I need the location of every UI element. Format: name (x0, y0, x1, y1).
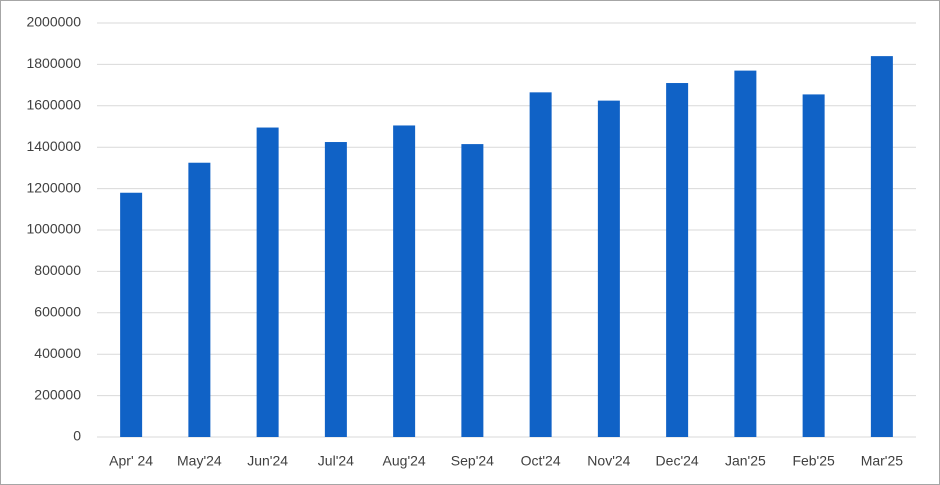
x-tick-label: Mar'25 (861, 453, 904, 469)
x-tick-label: Oct'24 (521, 453, 561, 469)
x-tick-label: Jan'25 (725, 453, 766, 469)
bar (461, 144, 484, 437)
bar (666, 83, 689, 437)
x-tick-label: May'24 (177, 453, 222, 469)
bar (324, 142, 347, 437)
x-tick-label: Aug'24 (383, 453, 426, 469)
bar (120, 192, 143, 437)
x-tick-label: Jul'24 (318, 453, 354, 469)
y-tick-label: 0 (73, 428, 81, 444)
y-tick-label: 600000 (34, 304, 81, 320)
y-tick-label: 1000000 (26, 221, 81, 237)
x-tick-label: Sep'24 (451, 453, 494, 469)
y-tick-label: 2000000 (26, 14, 81, 30)
y-tick-label: 1400000 (26, 138, 81, 154)
bar (597, 100, 620, 437)
bar (188, 162, 211, 437)
x-tick-label: Dec'24 (656, 453, 699, 469)
x-tick-label: Apr' 24 (109, 453, 153, 469)
x-tick-label: Feb'25 (792, 453, 835, 469)
bar (529, 92, 552, 437)
y-tick-label: 400000 (34, 345, 81, 361)
bar (734, 70, 757, 438)
bar (802, 94, 825, 437)
y-tick-label: 800000 (34, 262, 81, 278)
x-tick-label: Nov'24 (587, 453, 630, 469)
y-tick-label: 1600000 (26, 97, 81, 113)
bar (870, 56, 893, 438)
y-tick-label: 200000 (34, 386, 81, 402)
bar (256, 127, 279, 437)
x-tick-label: Jun'24 (247, 453, 288, 469)
bar (393, 125, 416, 437)
y-tick-label: 1200000 (26, 179, 81, 195)
y-tick-label: 1800000 (26, 55, 81, 71)
